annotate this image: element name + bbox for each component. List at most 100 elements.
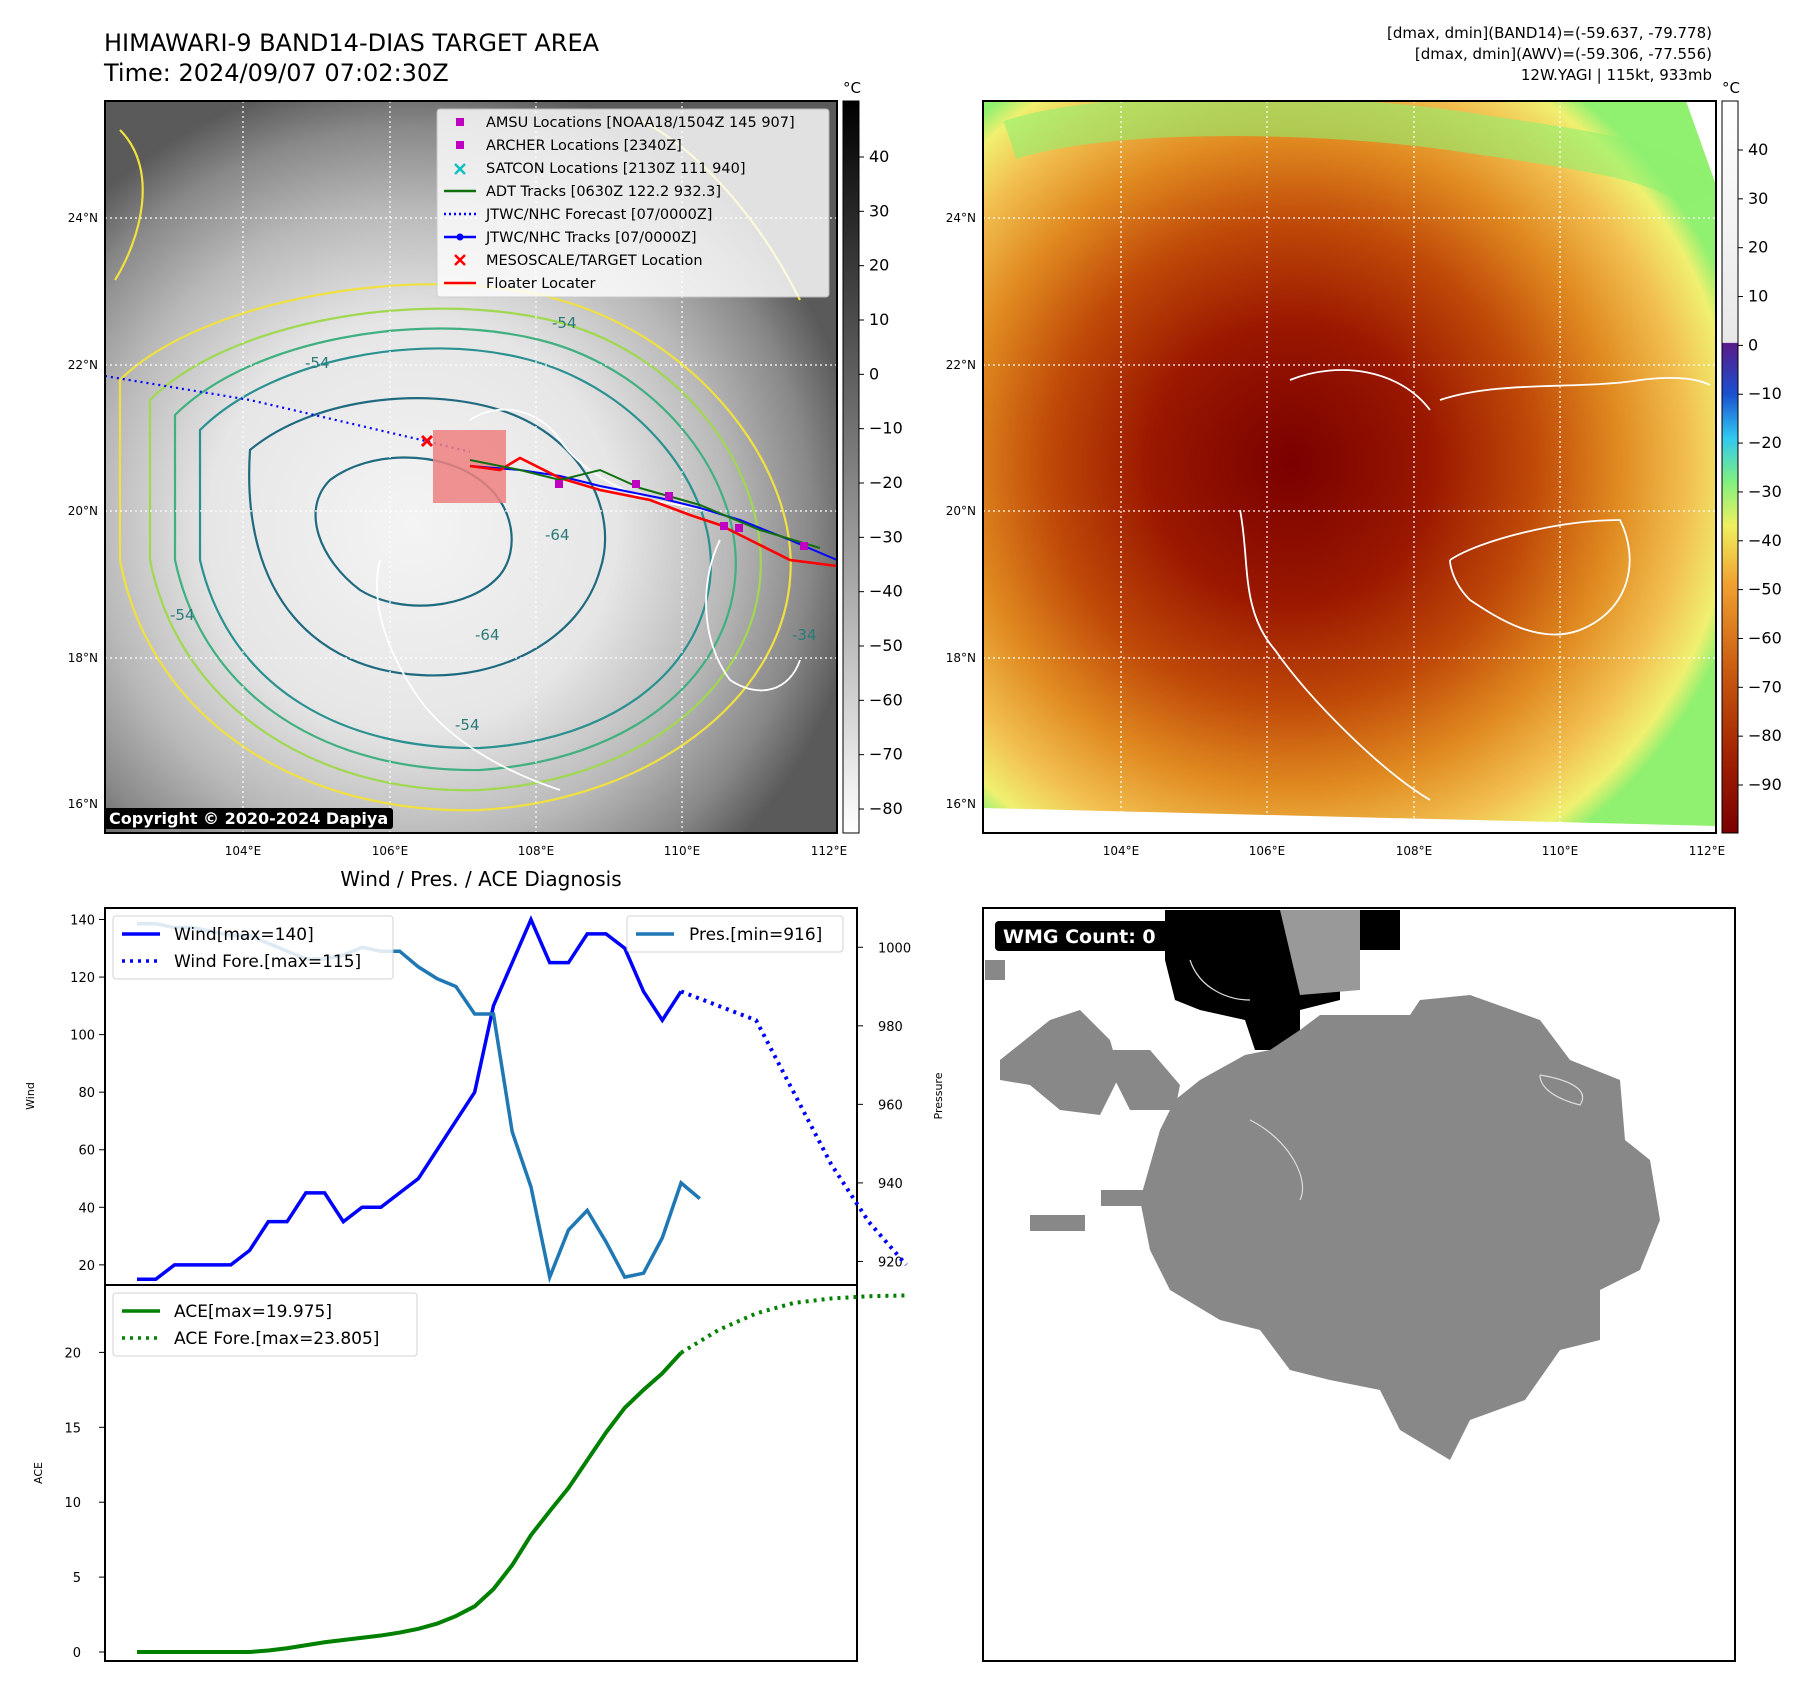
legend-pressure: Pres.[min=916] [689, 925, 822, 945]
contour-line [198, 347, 712, 750]
contour-line [114, 129, 144, 281]
contour-label: -54 [305, 354, 330, 372]
ir-red-map [982, 100, 1717, 834]
map-legend: AMSU Locations [NOAA18/1504Z 145 907] AR… [436, 108, 830, 298]
stats-storm: 12W.YAGI | 115kt, 933mb [1521, 66, 1712, 84]
legend-archer-icon [456, 141, 464, 149]
legend-satcon-icon [454, 163, 466, 175]
colorbar-tick-label: 10 [869, 310, 889, 329]
wind-axis-label: Wind [24, 1082, 37, 1110]
map-frame [982, 100, 1717, 834]
colorbar-tick-label: −80 [869, 799, 903, 818]
colorbar-tick-label: −20 [1748, 433, 1782, 452]
wind-legend: Wind[max=140] Wind Fore.[max=115] [112, 915, 394, 980]
legend-ace-forecast: ACE Fore.[max=23.805] [174, 1329, 379, 1349]
ace-tick-label: 20 [64, 1346, 81, 1361]
colorbar-tick-label: −30 [869, 527, 903, 546]
legend-wind-forecast: Wind Fore.[max=115] [174, 952, 361, 972]
ace-line [137, 1351, 683, 1655]
ace-axis-label: ACE [32, 1462, 45, 1484]
wind-tick-label: 100 [70, 1029, 95, 1044]
map-frame [104, 100, 838, 834]
wind-line [137, 915, 683, 1281]
colorbar-tick-label: −30 [1748, 482, 1782, 501]
contour-line [173, 327, 737, 772]
coastline [376, 408, 801, 791]
stats-band14: [dmax, dmin](BAND14)=(-59.637, -79.778) [1387, 24, 1712, 42]
colorbar-tick-label: 0 [869, 364, 879, 383]
lon-label: 112°E [1689, 844, 1726, 858]
ace-tick-label: 10 [64, 1496, 81, 1511]
lon-label: 110°E [1542, 844, 1579, 858]
legend-amsu-icon [456, 118, 464, 126]
lon-label: 104°E [1103, 844, 1140, 858]
map-gridlines [983, 101, 1716, 833]
adt-track [469, 459, 821, 549]
contour-label: -64 [545, 526, 570, 544]
legend-tracks: JTWC/NHC Tracks [07/0000Z] [485, 230, 697, 246]
jtwc-forecast-track [104, 374, 471, 454]
contour-line [248, 397, 607, 677]
legend-adt: ADT Tracks [0630Z 122.2 932.3] [486, 184, 721, 200]
mesoscale-target-marker [420, 434, 434, 448]
legend-amsu: AMSU Locations [NOAA18/1504Z 145 907] [486, 115, 795, 131]
chart-title: Wind / Pres. / ACE Diagnosis [340, 867, 621, 891]
colorbar-tick-label: −40 [1748, 531, 1782, 550]
pressure-tick-label: 940 [878, 1177, 903, 1192]
coastline [1239, 369, 1711, 801]
wmg-gray-region [1030, 1215, 1085, 1231]
lon-label: 108°E [1396, 844, 1433, 858]
lat-label: 24°N [946, 211, 976, 225]
lat-label: 16°N [946, 797, 976, 811]
ace-tick-label: 15 [64, 1421, 81, 1436]
ace-tick-label: 5 [73, 1571, 81, 1586]
colorbar-tick-label: −60 [869, 690, 903, 709]
floater-track [469, 456, 838, 568]
wmg-gray-region [1140, 995, 1660, 1460]
colorbar-tick-label: −80 [1748, 726, 1782, 745]
stats-awv: [dmax, dmin](AWV)=(-59.306, -77.556) [1415, 45, 1712, 63]
contour-label: -34 [792, 626, 817, 644]
wind-tick-label: 120 [70, 971, 95, 986]
contour-line [148, 307, 762, 792]
legend-forecast: JTWC/NHC Forecast [07/0000Z] [485, 207, 712, 223]
legend-mesoscale: MESOSCALE/TARGET Location [486, 253, 703, 269]
contour-label: -54 [552, 314, 577, 332]
legend-floater: Floater Locater [486, 276, 595, 292]
right-map-axis-labels: 24°N 22°N 20°N 18°N 16°N 104°E 106°E 108… [946, 211, 1726, 858]
pressure-tick-label: 960 [878, 1098, 903, 1113]
wind-tick-label: 20 [78, 1259, 95, 1274]
wmg-gray-region [985, 960, 1005, 980]
ace-legend: ACE[max=19.975] ACE Fore.[max=23.805] [112, 1292, 418, 1357]
pressure-legend: Pres.[min=916] [626, 915, 844, 953]
colorbar-tick-label: −50 [869, 636, 903, 655]
lat-label: 24°N [68, 211, 98, 225]
contour-line [118, 283, 792, 812]
lon-label: 110°E [664, 844, 701, 858]
colorbar-tick-label: 30 [869, 201, 889, 220]
legend-archer: ARCHER Locations [2340Z] [486, 138, 682, 154]
colorbar-tick-label: −10 [869, 419, 903, 438]
figure-title: HIMAWARI-9 BAND14-DIAS TARGET AREA [104, 29, 600, 57]
amsu-markers [555, 480, 808, 550]
colorbar-tick-label: −70 [869, 745, 903, 764]
wmg-count: WMG Count: 0 [1003, 926, 1156, 948]
lon-label: 106°E [1249, 844, 1286, 858]
legend-mesoscale-icon [454, 254, 466, 266]
pressure-tick-label: 920 [878, 1255, 903, 1270]
lon-label: 108°E [518, 844, 555, 858]
colorbar-tick-label: −40 [869, 582, 903, 601]
wind-tick-label: 60 [78, 1144, 95, 1159]
colorbar-tick-label: −60 [1748, 628, 1782, 647]
lat-label: 20°N [68, 504, 98, 518]
lat-label: 18°N [68, 651, 98, 665]
colorbar-tick-label: 20 [1748, 238, 1768, 257]
wmg-panel: WMG Count: 0 [982, 907, 1736, 1662]
lat-label: 20°N [946, 504, 976, 518]
copyright-notice: Copyright © 2020-2024 Dapiya [104, 808, 394, 829]
contour-label: -54 [455, 716, 480, 734]
legend-ace: ACE[max=19.975] [174, 1302, 332, 1322]
satellite-gray-map: -54 -64 -54 -64 -54 -54 -34 AMSU Locatio… [104, 100, 838, 834]
legend-satcon: SATCON Locations [2130Z 111 940] [486, 161, 745, 177]
